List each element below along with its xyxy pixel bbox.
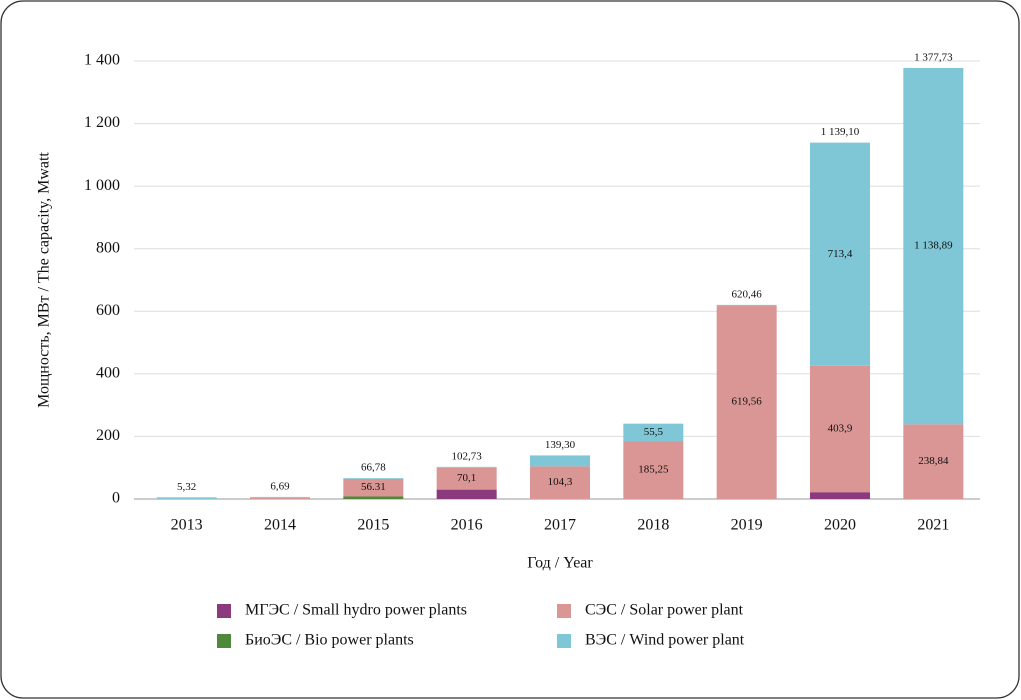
data-label: 56.31 <box>361 481 386 493</box>
y-tick-label: 0 <box>112 490 120 507</box>
bar-segment <box>903 424 964 499</box>
data-label: 713,4 <box>828 248 853 260</box>
x-tick-label: 2014 <box>264 517 296 534</box>
y-tick-label: 1 200 <box>84 114 120 131</box>
y-tick-label: 1 400 <box>84 52 120 69</box>
y-axis-title: Мощность, МВт / The capacity, Mwatt <box>36 152 53 408</box>
bar-segment <box>343 478 404 479</box>
bar-segment <box>810 492 870 499</box>
x-tick-label: 2013 <box>171 517 203 534</box>
legend-label: МГЭС / Small hydro power plants <box>245 602 467 619</box>
data-label: 55,5 <box>644 426 664 438</box>
x-tick-label: 2016 <box>451 517 483 534</box>
bar-segment <box>343 496 404 499</box>
x-tick-label: 2018 <box>637 517 669 534</box>
data-label: 104,3 <box>548 476 573 488</box>
data-label: 619,56 <box>732 396 763 408</box>
y-tick-label: 1 000 <box>84 177 120 194</box>
total-label: 5,32 <box>177 481 196 493</box>
x-tick-label: 2017 <box>544 517 576 534</box>
bar-segment <box>810 365 870 493</box>
total-label: 6,69 <box>270 480 290 492</box>
data-label: 238,84 <box>918 455 949 467</box>
legend-swatch <box>217 634 231 648</box>
bar-segment <box>623 441 684 499</box>
bar-segment <box>343 478 404 497</box>
legend-label: СЭС / Solar power plant <box>585 602 744 619</box>
x-tick-label: 2021 <box>917 517 949 534</box>
y-tick-label: 600 <box>96 302 120 319</box>
total-label: 66,78 <box>361 462 386 474</box>
bar-segment <box>436 489 497 499</box>
y-tick-label: 400 <box>96 365 120 382</box>
legend-swatch <box>557 634 571 648</box>
x-tick-label: 2019 <box>731 517 763 534</box>
y-tick-label: 800 <box>96 239 120 256</box>
x-axis-title: Год / Year <box>527 555 593 572</box>
y-tick-label: 200 <box>96 427 120 444</box>
legend-label: ВЭС / Wind power plant <box>585 632 745 649</box>
bar-segment <box>903 67 964 425</box>
data-label: 185,25 <box>638 464 669 476</box>
total-label: 1 377,73 <box>914 51 953 63</box>
total-label: 1 139,10 <box>821 126 860 138</box>
x-tick-label: 2020 <box>824 517 856 534</box>
bar-segment <box>530 466 590 499</box>
total-label: 620,46 <box>732 288 763 300</box>
legend-swatch <box>557 604 571 618</box>
bar-segment <box>250 496 310 498</box>
bar-segment <box>436 466 497 468</box>
data-label: 403,9 <box>828 423 853 435</box>
data-label: 1 138,89 <box>914 240 953 252</box>
x-tick-label: 2015 <box>357 517 389 534</box>
bar-segment <box>250 497 310 499</box>
total-label: 139,30 <box>545 439 576 451</box>
bar-segment <box>810 142 870 366</box>
bar-segment <box>156 497 217 499</box>
data-label: 70,1 <box>457 472 476 484</box>
bar-segment <box>530 455 590 467</box>
bar-segment <box>716 305 777 499</box>
bar-segment <box>436 467 497 490</box>
legend-label: БиоЭС / Bio power plants <box>245 632 414 649</box>
total-label: 102,73 <box>452 450 483 462</box>
legend-swatch <box>217 604 231 618</box>
bar-segment <box>623 423 684 442</box>
